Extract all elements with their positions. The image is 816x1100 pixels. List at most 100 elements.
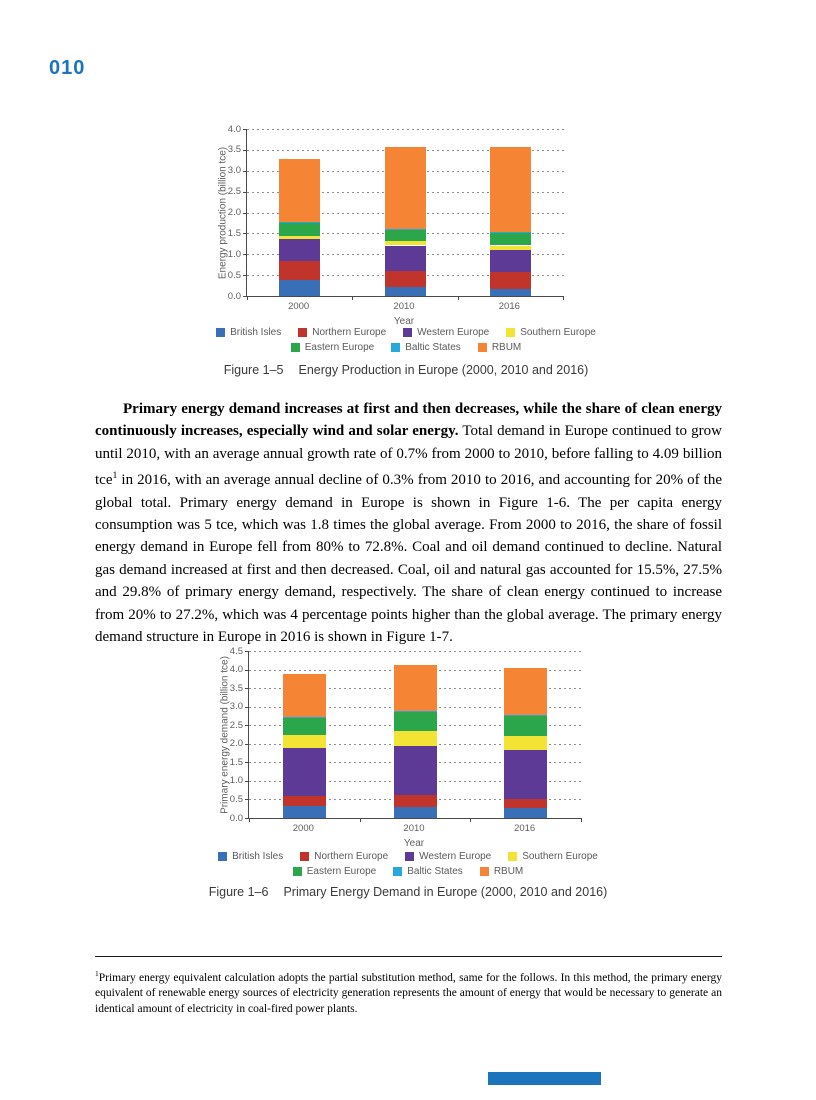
footnote-reference: 1: [112, 470, 118, 482]
bar-segment-rbum-2000: [282, 674, 326, 718]
y-tick-label: 4.0: [229, 664, 243, 676]
bar-segment-british-isles-2016: [489, 288, 531, 296]
eastern-europe-swatch-icon: [290, 343, 300, 352]
legend-label: Southern Europe: [522, 851, 598, 862]
body-paragraph: Primary energy demand increases at first…: [95, 398, 722, 648]
footer-accent-bar: [488, 1072, 601, 1085]
y-tick-mark: [245, 799, 249, 801]
bar-segment-british-isles-2010: [393, 806, 437, 818]
figure-caption-label: Figure 1–5: [223, 363, 284, 377]
bar-2010: [393, 651, 437, 818]
x-tick-label: 2000: [288, 301, 310, 312]
bar-segment-northern-europe-2016: [489, 272, 531, 289]
x-tick-mark: [470, 818, 472, 822]
y-tick-label: 4.5: [229, 645, 243, 657]
y-tick-label: 2.5: [227, 186, 241, 198]
y-tick-label: 2.0: [227, 207, 241, 218]
bar-segment-southern-europe-2010: [384, 241, 426, 246]
bar-segment-eastern-europe-2000: [282, 718, 326, 735]
baltic-states-swatch-icon: [391, 343, 401, 352]
y-tick-label: 1.5: [229, 756, 243, 768]
legend-label: Northern Europe: [314, 851, 389, 862]
legend-label: Northern Europe: [312, 327, 387, 338]
x-tick-mark: [457, 296, 459, 300]
y-tick-label: 3.5: [227, 144, 241, 156]
british-isles-swatch-icon: [218, 852, 228, 861]
legend-item-british-isles: British Isles: [218, 851, 283, 862]
bar-segment-baltic-states-2016: [489, 232, 531, 233]
gridline: [249, 651, 585, 652]
y-tick-mark: [245, 706, 249, 708]
bar-segment-northern-europe-2000: [279, 261, 321, 280]
bar-segment-southern-europe-2010: [393, 730, 437, 747]
legend-item-northern-europe: Northern Europe: [300, 851, 388, 862]
y-tick-label: 0.0: [227, 290, 241, 302]
legend-label: British Isles: [232, 851, 284, 862]
figure-caption: Figure 1–5 Energy Production in Europe (2…: [186, 363, 626, 377]
y-tick-mark: [245, 743, 249, 745]
x-axis-title: Year: [403, 838, 425, 849]
bar-2016: [504, 651, 548, 818]
bar-segment-western-europe-2016: [489, 250, 531, 273]
bar-segment-southern-europe-2000: [282, 734, 326, 748]
legend-label: RBUM: [493, 866, 524, 877]
southern-europe-swatch-icon: [506, 328, 516, 337]
bar-segment-british-isles-2000: [282, 806, 326, 818]
y-tick-label: 1.0: [229, 775, 243, 787]
x-tick-mark: [352, 296, 354, 300]
x-tick-mark: [247, 296, 248, 300]
paragraph-body-2: in 2016, with an average annual decline …: [95, 472, 722, 646]
legend-item-northern-europe: Northern Europe: [298, 327, 386, 338]
x-tick-label: 2016: [498, 301, 520, 312]
bar-segment-british-isles-2010: [384, 287, 426, 296]
british-isles-swatch-icon: [216, 328, 226, 337]
northern-europe-swatch-icon: [298, 328, 308, 337]
y-tick-label: 2.0: [229, 738, 243, 750]
bar-segment-rbum-2000: [279, 158, 321, 223]
x-axis-ticks: 2000 2010 2016: [246, 301, 562, 313]
x-tick-label: 2010: [393, 301, 415, 312]
bar-segment-baltic-states-2010: [393, 711, 437, 712]
y-tick-mark: [245, 651, 249, 652]
y-tick-mark: [245, 725, 249, 727]
x-tick-label: 2000: [292, 823, 314, 834]
y-tick-mark: [243, 170, 247, 172]
legend-item-western-europe: Western Europe: [405, 851, 491, 862]
legend-row: British Isles Northern Europe Western Euro…: [188, 851, 628, 862]
paragraph-lead-bold: Primary energy demand increases at first…: [95, 401, 722, 440]
western-europe-swatch-icon: [403, 328, 413, 337]
legend-label: RBUM: [491, 342, 522, 353]
legend-item-southern-europe: Southern Europe: [508, 851, 598, 862]
figure-caption-label: Figure 1–6: [208, 885, 269, 899]
y-tick-label: 3.0: [229, 701, 243, 713]
legend-item-baltic-states: Baltic States: [393, 866, 463, 877]
bar-segment-northern-europe-2000: [282, 796, 326, 807]
legend-row: Eastern Europe Baltic States RBUM: [188, 866, 628, 877]
plot-area: Energy production (billion tce) 0.0 0.5 1.…: [218, 124, 567, 302]
legend-item-rbum: RBUM: [477, 342, 522, 353]
legend: British Isles Northern Europe Western Euro…: [188, 851, 628, 881]
gridline: [247, 129, 567, 130]
y-tick-mark: [245, 688, 249, 690]
legend-label: Eastern Europe: [306, 866, 377, 877]
legend-item-eastern-europe: Eastern Europe: [292, 866, 377, 877]
bar-2010: [384, 129, 426, 296]
bar-segment-western-europe-2010: [384, 245, 426, 271]
x-tick-mark: [581, 818, 582, 822]
y-tick-mark: [243, 191, 247, 193]
bar-segment-baltic-states-2000: [282, 717, 326, 719]
figure-caption: Figure 1–6 Primary Energy Demand in Europ…: [188, 885, 628, 899]
legend-item-western-europe: Western Europe: [403, 327, 489, 338]
y-tick-mark: [243, 275, 247, 277]
y-tick-mark: [243, 149, 247, 151]
footnote-body: Primary energy equivalent calculation ad…: [95, 971, 722, 1016]
x-tick-mark: [563, 296, 564, 300]
figure-caption-title: Primary Energy Demand in Europe (2000, 2…: [283, 885, 608, 899]
eastern-europe-swatch-icon: [292, 867, 302, 876]
y-tick-mark: [245, 669, 249, 671]
legend-item-british-isles: British Isles: [216, 327, 281, 338]
y-tick-mark: [245, 780, 249, 782]
bar-segment-western-europe-2000: [282, 747, 326, 797]
x-axis-title: Year: [393, 316, 415, 327]
bar-segment-eastern-europe-2000: [279, 222, 321, 236]
